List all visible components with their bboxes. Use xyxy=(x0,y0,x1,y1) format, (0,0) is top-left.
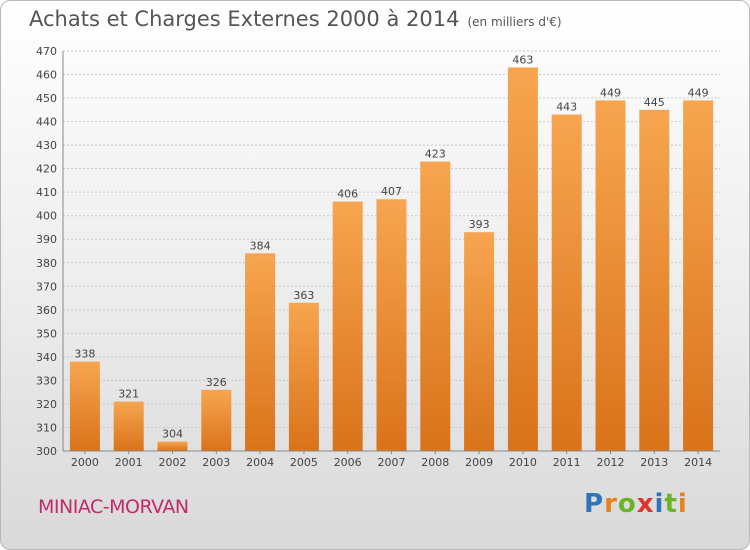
bar-2008 xyxy=(420,161,451,451)
y-tick-label: 350 xyxy=(36,327,57,340)
x-tick-label: 2006 xyxy=(334,456,362,469)
x-tick-label: 2004 xyxy=(246,456,274,469)
y-tick-label: 330 xyxy=(36,374,57,387)
x-tick-label: 2008 xyxy=(421,456,449,469)
logo-letter: t xyxy=(664,489,678,519)
data-label: 407 xyxy=(381,185,402,198)
commune-name: MINIAC-MORVAN xyxy=(38,496,189,518)
bar-2014 xyxy=(683,100,714,451)
data-label: 393 xyxy=(469,218,490,231)
data-label: 463 xyxy=(512,53,533,66)
data-label: 406 xyxy=(337,188,358,201)
x-tick-label: 2007 xyxy=(378,456,406,469)
chart-title: Achats et Charges Externes 2000 à 2014 (e… xyxy=(29,7,562,31)
data-label: 304 xyxy=(162,428,183,441)
y-tick-label: 310 xyxy=(36,421,57,434)
logo-letter: x xyxy=(636,489,655,519)
bars xyxy=(69,67,714,452)
logo-letter: i xyxy=(677,489,688,519)
y-tick-label: 390 xyxy=(36,233,57,246)
bar-2012 xyxy=(595,100,626,451)
x-tick-label: 2013 xyxy=(640,456,668,469)
data-label: 363 xyxy=(293,289,314,302)
bar-2005 xyxy=(288,302,319,451)
data-label: 326 xyxy=(206,376,227,389)
y-tick-label: 470 xyxy=(36,45,57,58)
bar-2004 xyxy=(245,253,276,451)
data-label: 443 xyxy=(556,101,577,114)
data-label: 445 xyxy=(644,96,665,109)
bar-2001 xyxy=(113,401,144,451)
x-tick-label: 2014 xyxy=(684,456,712,469)
data-labels: 338 321 304 326 384 363 406 407 423 393 463 443 449 4… xyxy=(74,53,708,440)
data-label: 384 xyxy=(250,239,271,252)
y-tick-label: 400 xyxy=(36,210,57,223)
y-tick-label: 430 xyxy=(36,139,57,152)
x-tick-label: 2001 xyxy=(115,456,143,469)
y-tick-label: 380 xyxy=(36,257,57,270)
x-tick-label: 2003 xyxy=(202,456,230,469)
y-tick-label: 340 xyxy=(36,351,57,364)
axes: 300 310 320 330 340 350 360 370 380 390 400 410 420 4… xyxy=(36,45,720,469)
logo-letter: o xyxy=(617,489,637,519)
bar-2013 xyxy=(639,109,670,451)
x-tick-label: 2000 xyxy=(71,456,99,469)
logo-letter: r xyxy=(604,489,618,519)
logo-letter: P xyxy=(584,489,605,519)
bar-2000 xyxy=(69,361,100,451)
y-tick-label: 320 xyxy=(36,398,57,411)
bar-2007 xyxy=(376,199,407,451)
x-tick-label: 2012 xyxy=(597,456,625,469)
bar-2009 xyxy=(464,232,495,451)
title-text: Achats et Charges Externes 2000 à 2014 xyxy=(29,7,460,31)
data-label: 338 xyxy=(74,348,95,361)
bar-2003 xyxy=(201,389,232,451)
y-tick-label: 440 xyxy=(36,116,57,129)
y-tick-label: 370 xyxy=(36,280,57,293)
bar-2011 xyxy=(551,114,582,451)
chart-subtitle: (en milliers d'€) xyxy=(467,15,562,29)
x-tick-label: 2009 xyxy=(465,456,493,469)
data-label: 423 xyxy=(425,148,446,161)
bar-2006 xyxy=(332,201,363,451)
x-tick-label: 2010 xyxy=(509,456,537,469)
y-tick-label: 460 xyxy=(36,69,57,82)
proxiti-logo[interactable]: Proxiti xyxy=(584,489,688,519)
x-tick-label: 2005 xyxy=(290,456,318,469)
y-tick-label: 300 xyxy=(36,445,57,458)
x-tick-label: 2002 xyxy=(159,456,187,469)
y-tick-label: 450 xyxy=(36,92,57,105)
y-tick-label: 420 xyxy=(36,163,57,176)
y-tick-label: 360 xyxy=(36,304,57,317)
bar-2002 xyxy=(157,441,188,451)
data-label: 449 xyxy=(688,86,709,99)
logo-letter: i xyxy=(654,489,665,519)
x-tick-label: 2011 xyxy=(553,456,581,469)
bar-2010 xyxy=(507,67,538,452)
data-label: 321 xyxy=(118,388,139,401)
data-label: 449 xyxy=(600,86,621,99)
y-tick-label: 410 xyxy=(36,186,57,199)
